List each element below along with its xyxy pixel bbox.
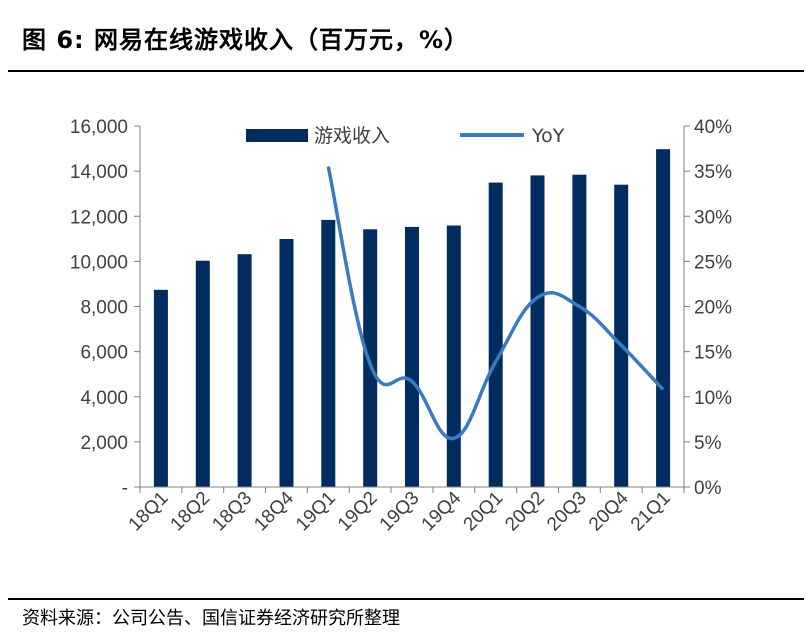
x-tick-label: 19Q3 [376,488,424,536]
bar-19Q1 [321,219,336,487]
x-tick-label: 20Q1 [460,488,508,536]
right-tick-label: 15% [694,343,732,364]
right-tick-label: 40% [694,117,732,138]
x-tick-label: 18Q1 [125,488,173,536]
x-tick-label: 21Q1 [627,488,675,536]
bar-19Q2 [363,229,378,488]
left-tick-label: 2,000 [80,433,128,454]
bar-20Q1 [488,182,503,487]
bar-20Q4 [614,184,629,487]
source-note: 资料来源：公司公告、国信证券经济研究所整理 [22,608,400,629]
bars-group [153,149,671,488]
legend-bar-swatch [246,129,308,142]
x-tick-label: 18Q3 [208,488,256,536]
x-tick-label: 18Q4 [250,487,298,535]
bar-18Q1 [153,289,168,487]
bar-19Q3 [405,226,419,487]
left-tick-label: 8,000 [80,298,128,319]
legend-line-label: YoY [531,125,565,147]
right-tick-label: 10% [694,388,732,409]
chart-title: 图 6: 网易在线游戏收入（百万元，%） [22,26,470,54]
yoy-line [326,166,665,441]
bar-21Q1 [656,149,671,487]
x-tick-label: 19Q2 [334,488,382,536]
right-tick-label: 0% [694,478,722,499]
axes-group: - 2,000 4,000 6,000 8,000 10,000 12,000 14,000 1… [70,117,732,535]
left-tick-label: 4,000 [80,388,128,409]
x-tick-label: 19Q1 [292,488,340,536]
right-tick-label: 25% [694,252,732,273]
line-group [326,166,665,441]
bar-19Q4 [446,225,461,487]
left-tick-label: 16,000 [70,117,128,138]
bottom-divider [8,598,804,600]
top-divider [8,70,804,72]
right-tick-label: 5% [694,433,722,454]
left-tick-label: 6,000 [80,343,128,364]
left-tick-label: 14,000 [70,162,128,183]
bar-18Q2 [195,260,210,487]
x-tick-label: 20Q2 [501,488,549,536]
legend: 游戏收入 YoY [246,125,565,147]
x-tick-label: 18Q2 [167,488,215,536]
right-tick-label: 30% [694,207,732,228]
x-tick-label: 20Q4 [585,487,633,535]
x-tick-label: 20Q3 [543,488,591,536]
bar-20Q3 [572,174,587,487]
x-tick-label: 19Q4 [418,487,466,535]
right-tick-label: 35% [694,162,732,183]
left-tick-label: 12,000 [70,207,128,228]
bar-18Q3 [237,254,252,487]
right-tick-label: 20% [694,298,732,319]
bar-20Q2 [530,175,545,487]
legend-bar-label: 游戏收入 [314,125,390,147]
left-tick-label: - [122,478,128,499]
chart-canvas: - 2,000 4,000 6,000 8,000 10,000 12,000 14,000 1… [70,117,732,535]
bar-18Q4 [279,239,294,487]
left-tick-label: 10,000 [70,252,128,273]
